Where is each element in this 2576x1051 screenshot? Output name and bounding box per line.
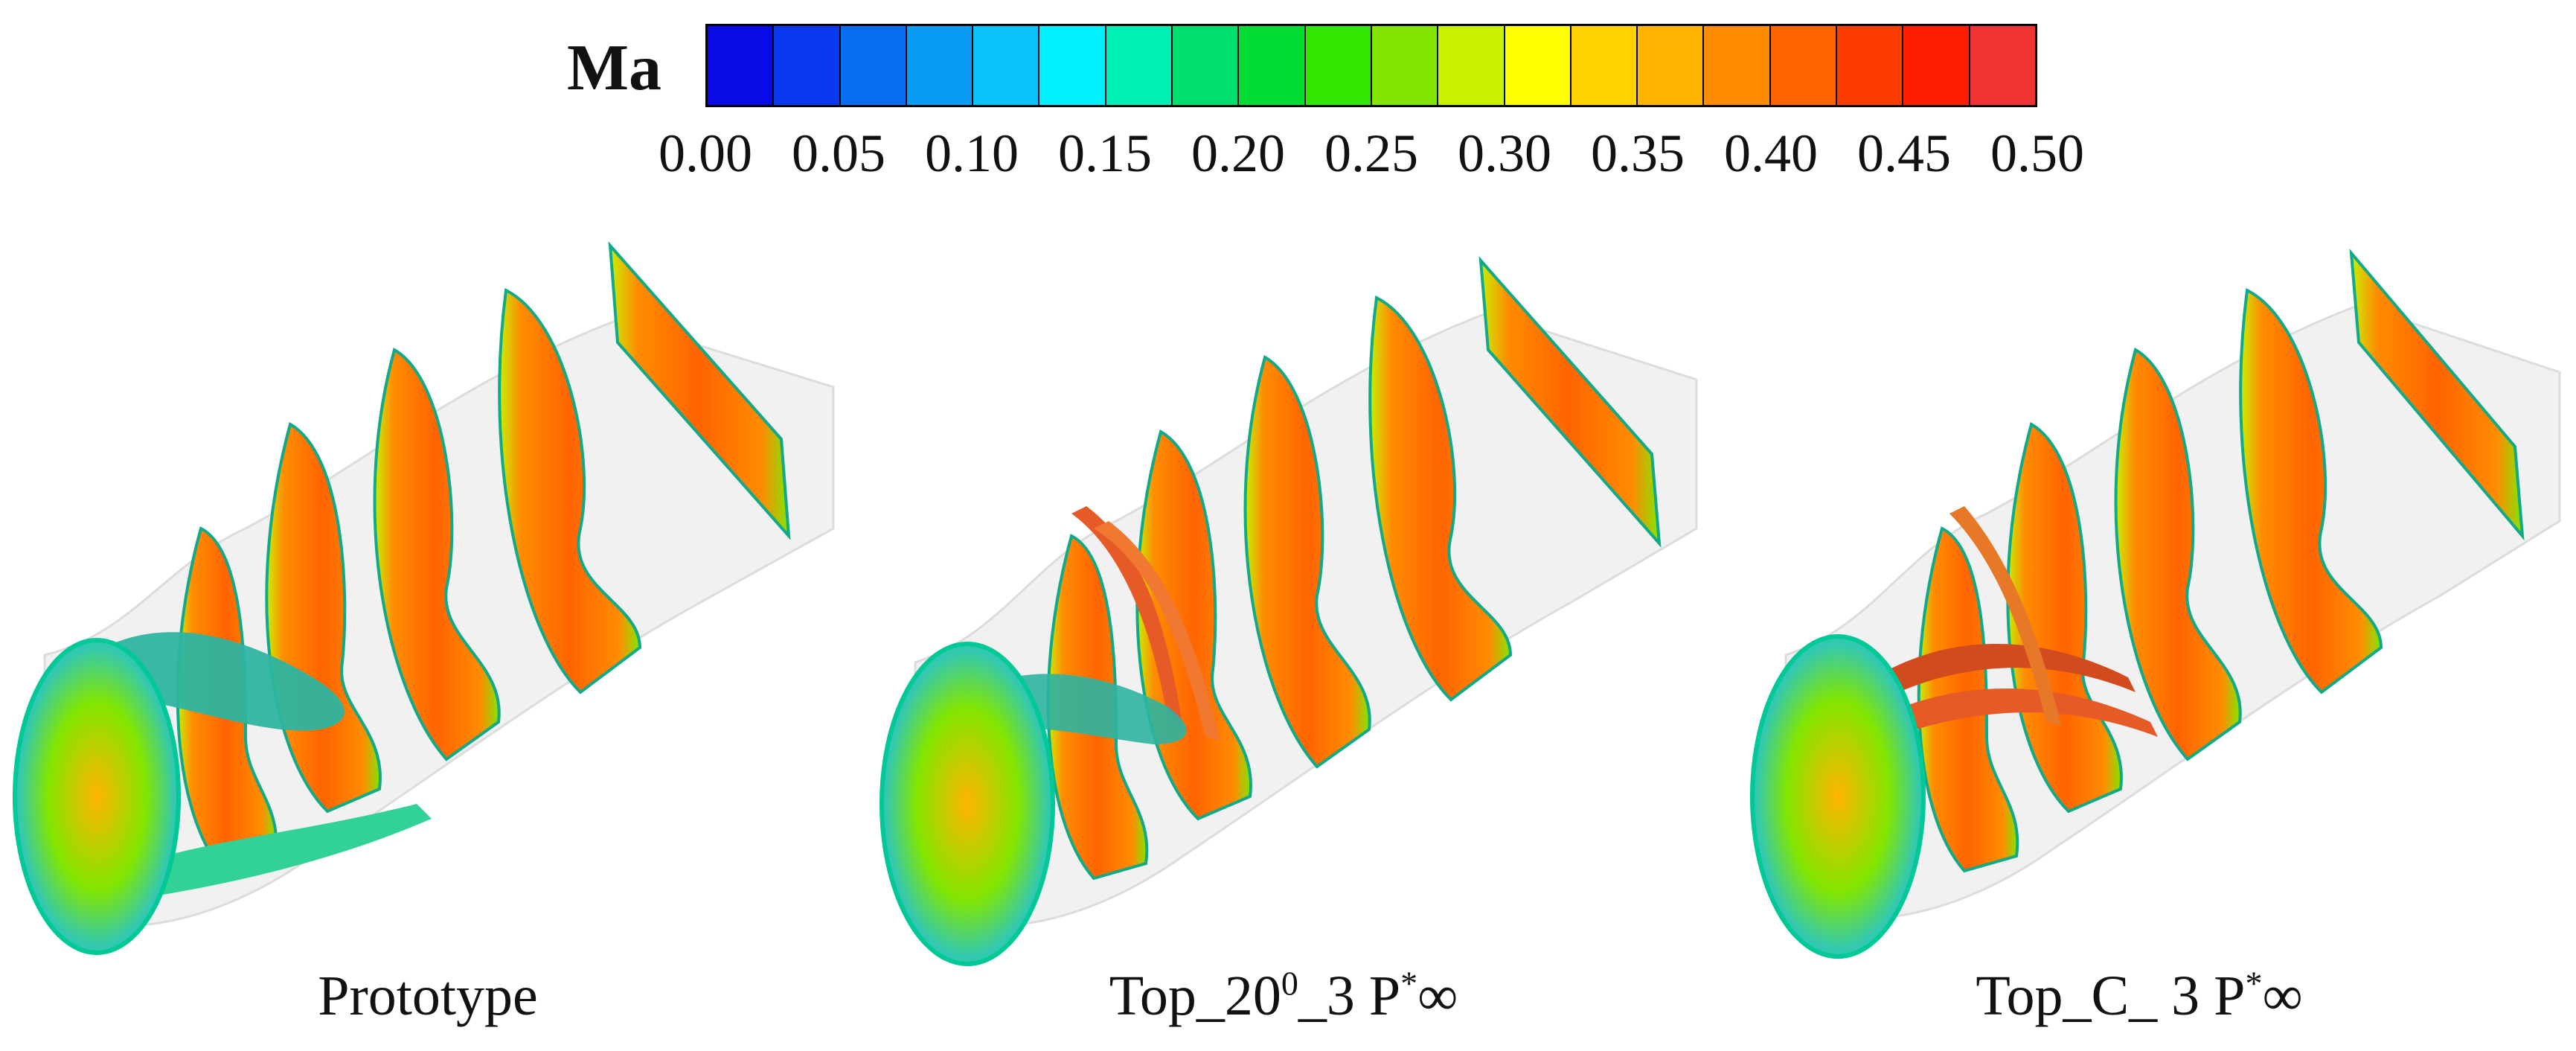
colorbar-swatch — [1505, 26, 1571, 105]
colorbar-swatch — [1173, 26, 1240, 105]
colorbar-tick-label: 0.05 — [792, 124, 885, 183]
duct-flow-render-top-20 — [880, 256, 1698, 966]
section-slice-3 — [2114, 347, 2242, 761]
inlet-disc — [1750, 634, 1926, 959]
caption-prototype: Prototype — [318, 965, 538, 1027]
section-slice-4 — [1368, 295, 1513, 702]
colorbar-swatch — [973, 26, 1040, 105]
colorbar-swatch — [1106, 26, 1173, 105]
colorbar-tick-label: 0.50 — [1990, 124, 2084, 183]
colorbar-swatch — [1903, 26, 1970, 105]
colorbar — [705, 24, 2037, 107]
colorbar-swatch — [1371, 26, 1439, 105]
colorbar-swatch — [1039, 26, 1106, 105]
section-slice-3 — [373, 347, 501, 761]
inlet-disc — [880, 642, 1055, 966]
vortex-tube — [1949, 506, 2061, 726]
colorbar-tick-labels: 0.00 0.05 0.10 0.15 0.20 0.25 0.30 0.35 0.40 0.45… — [659, 124, 2084, 186]
colorbar-swatch — [1970, 26, 2035, 105]
outlet-slice — [608, 241, 791, 540]
colorbar-tick-label: 0.00 — [659, 124, 752, 183]
colorbar-swatch — [1837, 26, 1904, 105]
duct-flow-render-prototype — [13, 241, 835, 955]
outlet-slice — [2349, 248, 2525, 541]
panel-prototype — [0, 216, 856, 975]
colorbar-swatch — [1305, 26, 1372, 105]
duct-flow-render-top-c — [1750, 248, 2561, 959]
panel-top-c — [1711, 216, 2567, 975]
colorbar-tick-label: 0.40 — [1724, 124, 1818, 183]
colorbar-swatch — [1239, 26, 1306, 105]
colorbar-swatch — [1571, 26, 1638, 105]
vortex-isosurface — [104, 632, 345, 731]
caption-top-c: Top_C_ 3 P*∞ — [1976, 964, 2303, 1027]
colorbar-swatch — [1438, 26, 1505, 105]
colorbar-swatch — [708, 26, 775, 105]
vortex-tube — [1868, 689, 2158, 744]
caption-top-20: Top_200_3 P*∞ — [1109, 964, 1458, 1027]
colorbar-swatch — [774, 26, 841, 105]
colorbar-swatch — [1704, 26, 1771, 105]
colorbar-swatch — [1638, 26, 1705, 105]
colorbar-tick-label: 0.45 — [1857, 124, 1951, 183]
vortex-isosurface-lower — [119, 804, 432, 901]
section-slice-3 — [1243, 354, 1371, 769]
vortex-tube — [1094, 521, 1220, 741]
colorbar-tick-label: 0.10 — [925, 124, 1019, 183]
colorbar-tick-label: 0.15 — [1058, 124, 1152, 183]
section-slice-4 — [498, 287, 642, 694]
colorbar-title: Ma — [567, 32, 662, 104]
panel-top-20 — [856, 216, 1711, 975]
colorbar-tick-label: 0.25 — [1324, 124, 1418, 183]
colorbar-swatch — [906, 26, 974, 105]
colorbar-tick-label: 0.20 — [1191, 124, 1285, 183]
colorbar-tick-label: 0.30 — [1458, 124, 1551, 183]
inlet-disc — [13, 638, 181, 955]
colorbar-swatch — [1770, 26, 1838, 105]
colorbar-tick-label: 0.35 — [1591, 124, 1685, 183]
vortex-tube — [1875, 644, 2136, 700]
colorbar-swatch — [840, 26, 907, 105]
section-slice-4 — [2239, 287, 2383, 694]
outlet-slice — [1478, 256, 1662, 548]
